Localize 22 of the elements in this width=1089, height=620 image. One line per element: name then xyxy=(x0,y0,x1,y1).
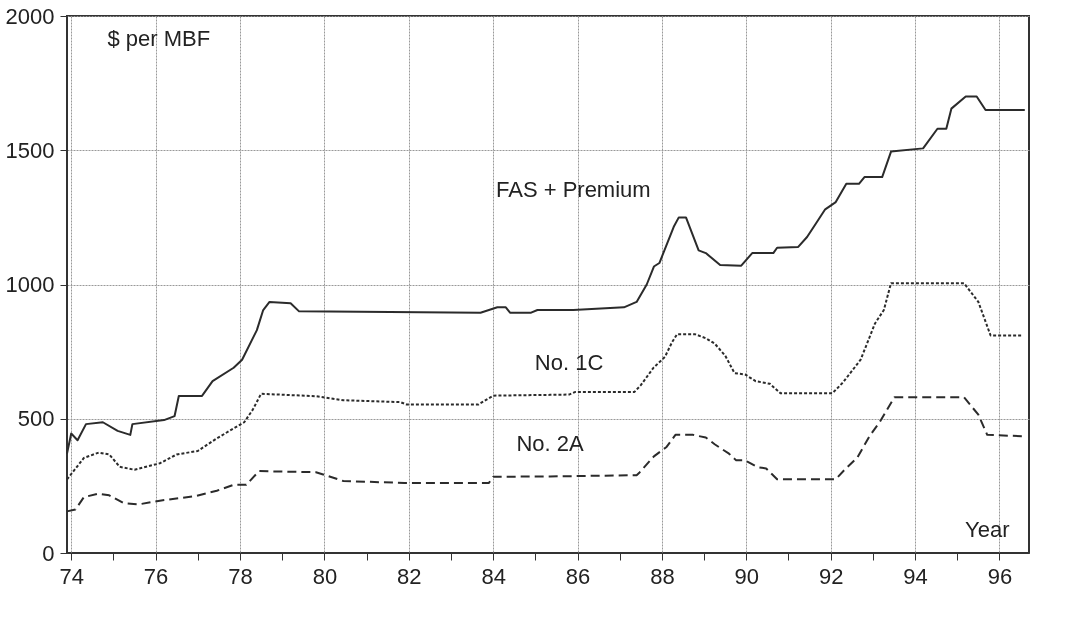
x-tick-label: 94 xyxy=(903,563,928,589)
series-label: FAS + Premium xyxy=(495,177,651,203)
x-axis-title: Year xyxy=(965,516,1010,542)
y-tick-label: 500 xyxy=(17,406,55,432)
x-tick-label: 78 xyxy=(228,563,253,589)
x-tick-label: 84 xyxy=(481,563,506,589)
x-tick-label: 82 xyxy=(397,563,422,589)
series-label: No. 2A xyxy=(516,431,585,457)
y-tick-label: 2000 xyxy=(5,3,55,29)
x-tick-label: 80 xyxy=(312,563,338,589)
y-tick-label: 1500 xyxy=(5,137,55,163)
x-tick-label: 86 xyxy=(565,563,591,589)
x-tick-label: 96 xyxy=(987,563,1013,589)
y-axis-title: $ per MBF xyxy=(107,25,211,51)
y-tick-label: 1000 xyxy=(5,272,55,297)
x-tick-label: 74 xyxy=(59,563,84,589)
x-tick-label: 76 xyxy=(143,563,169,589)
y-tick-label: 0 xyxy=(42,540,55,566)
x-tick-label: 90 xyxy=(734,563,760,589)
x-tick-label: 88 xyxy=(650,563,675,589)
series-label: No. 1C xyxy=(534,349,604,375)
x-tick-label: 92 xyxy=(818,563,844,589)
